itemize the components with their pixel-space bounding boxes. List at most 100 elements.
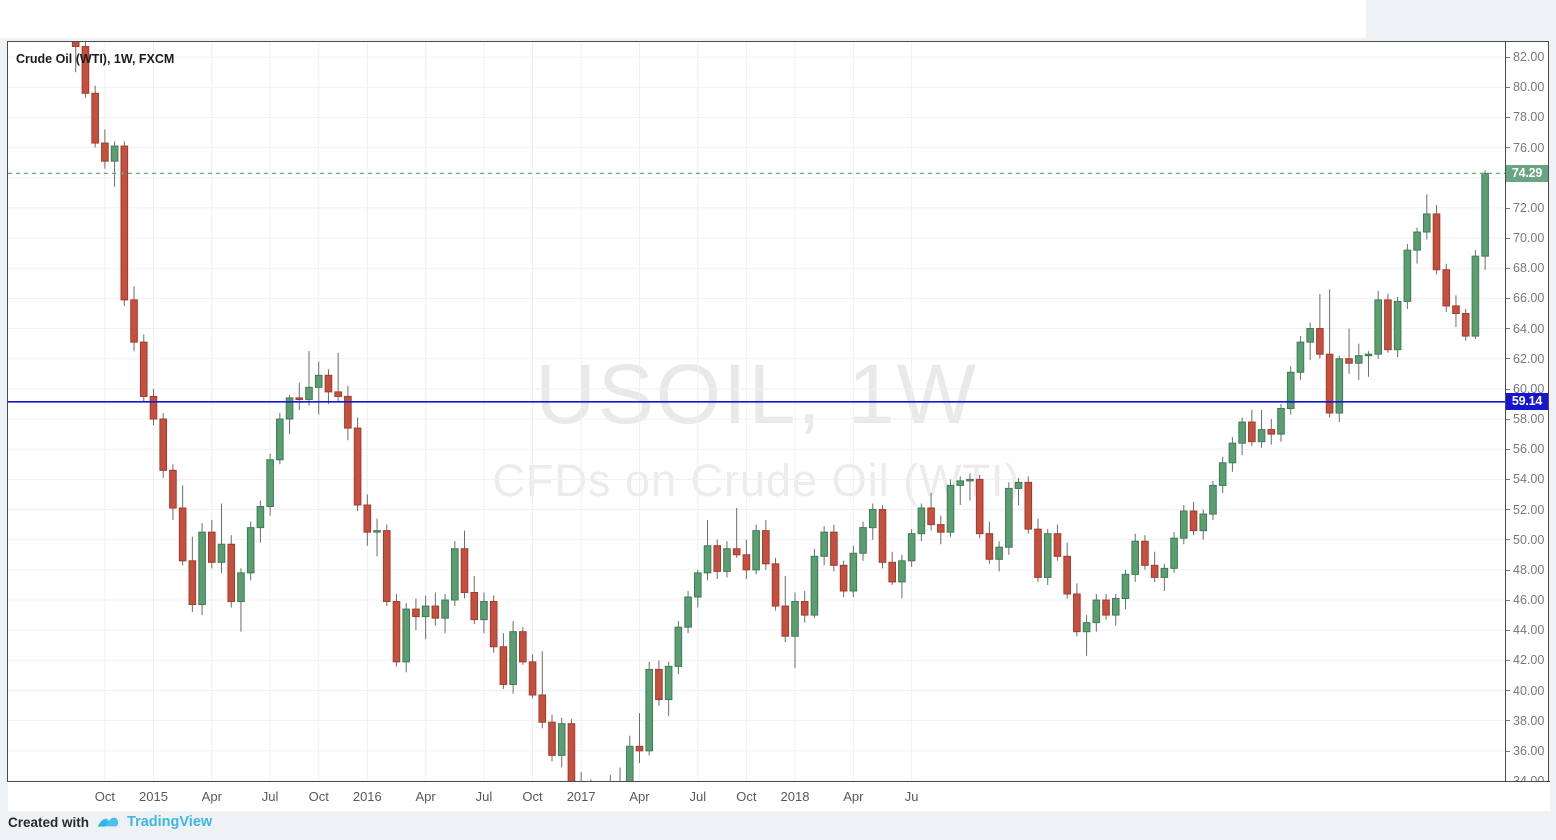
time-axis-tick-label: Apr — [843, 789, 864, 804]
price-axis-tick: 38.00 — [1506, 714, 1548, 728]
candle-body — [1238, 421, 1246, 444]
candle-body — [1160, 567, 1169, 578]
candle-body — [742, 554, 751, 571]
candle-body — [1248, 421, 1256, 443]
price-axis-tick: 60.00 — [1506, 382, 1548, 396]
price-axis-tick: 82.00 — [1506, 50, 1548, 64]
price-axis-tick-label: 44.00 — [1513, 623, 1545, 638]
candle-body — [655, 668, 663, 701]
candle-body — [276, 418, 284, 461]
time-axis-tick-label: Oct — [94, 789, 115, 804]
candle-body — [1150, 564, 1159, 578]
price-axis-tick: 42.00 — [1506, 653, 1548, 667]
price-axis-tick: 44.00 — [1506, 623, 1548, 637]
price-axis-tick: 78.00 — [1506, 110, 1548, 124]
price-axis-tick: 40.00 — [1506, 684, 1548, 698]
candle-body — [1218, 462, 1227, 486]
candle-body — [1393, 300, 1402, 351]
candle-body — [1345, 358, 1353, 364]
candle-body — [557, 723, 566, 756]
candle-body — [421, 605, 430, 618]
price-axis-tick-label: 58.00 — [1513, 412, 1545, 427]
candle-body — [1082, 622, 1091, 633]
candle-body — [1325, 353, 1334, 414]
chart-plot-pane[interactable]: USOIL, 1W CFDs on Crude Oil (WTI) Crude … — [8, 42, 1505, 781]
tick-dash — [1506, 56, 1510, 58]
price-axis-tick-label: 62.00 — [1513, 351, 1545, 366]
candle-body — [509, 631, 517, 685]
tick-dash — [1506, 509, 1510, 511]
candle-body — [810, 555, 819, 616]
candle-body — [1442, 269, 1451, 307]
candle-body — [159, 418, 167, 471]
price-axis-tick: 56.00 — [1506, 442, 1548, 456]
candle-body — [664, 665, 673, 701]
time-axis[interactable]: Oct 2015 Apr Jul Oct 2016 Apr Jul Oct 2017 Apr Jul O… — [8, 782, 1550, 811]
candle-body — [392, 601, 401, 663]
candle-body — [188, 560, 197, 606]
price-axis-tick: 76.00 — [1506, 141, 1548, 155]
candle-body — [460, 548, 469, 593]
candle-body — [139, 341, 148, 397]
candle-body — [791, 601, 799, 637]
candle-body — [548, 721, 556, 756]
chart-frame: USOIL, 1W CFDs on Crude Oil (WTI) Crude … — [7, 41, 1550, 811]
candle-body — [110, 145, 119, 162]
tick-dash — [1506, 448, 1510, 450]
candle-body — [1277, 407, 1285, 435]
candle-body — [499, 646, 508, 685]
candle-body — [169, 469, 177, 509]
price-axis-tick-label: 76.00 — [1513, 140, 1545, 155]
time-axis-tick-label: Apr — [629, 789, 650, 804]
candle-body — [120, 145, 129, 301]
candle-body — [1364, 353, 1373, 357]
candle-body — [635, 745, 644, 752]
price-axis-tick-label: 64.00 — [1513, 321, 1545, 336]
price-axis-tick-label: 40.00 — [1513, 683, 1545, 698]
candle-body — [800, 601, 809, 616]
price-axis-tick: 70.00 — [1506, 231, 1548, 245]
footer-attribution: Created with TradingView — [8, 810, 212, 834]
reference-price-badge[interactable]: 59.14 — [1506, 393, 1548, 411]
price-axis-tick: 54.00 — [1506, 472, 1548, 486]
candle-body — [1374, 299, 1383, 355]
candle-body — [625, 745, 634, 781]
candle-body — [1403, 249, 1412, 302]
candle-body — [684, 596, 692, 628]
candle-body — [1286, 371, 1295, 409]
price-axis-tick-label: 46.00 — [1513, 593, 1545, 608]
price-axis-tick-label: 78.00 — [1513, 110, 1545, 125]
candle-body — [820, 531, 828, 557]
price-axis-tick-label: 50.00 — [1513, 532, 1545, 547]
tick-dash — [1506, 629, 1510, 631]
candle-body — [295, 397, 304, 400]
candle-body — [1131, 540, 1140, 575]
candle-body — [1461, 312, 1470, 337]
candle-body — [198, 531, 206, 606]
last-price-badge[interactable]: 74.29 — [1506, 164, 1548, 182]
candle-body — [470, 591, 479, 621]
candle-body — [975, 478, 984, 535]
price-axis-tick-label: 66.00 — [1513, 291, 1545, 306]
tick-dash — [1506, 267, 1510, 269]
candle-body — [344, 395, 352, 429]
price-axis-tick: 48.00 — [1506, 563, 1548, 577]
candle-body — [71, 42, 80, 48]
price-scale[interactable]: 82.0080.0078.0076.0074.0072.0070.0068.00… — [1506, 42, 1548, 788]
candle-body — [1121, 573, 1130, 600]
time-axis-tick-label: Oct — [308, 789, 329, 804]
tick-dash — [1506, 660, 1510, 662]
candle-body — [130, 299, 138, 343]
price-axis-tick-label: 52.00 — [1513, 502, 1545, 517]
tick-dash — [1506, 750, 1510, 752]
tick-dash — [1506, 358, 1510, 360]
tick-dash — [1506, 388, 1510, 390]
candle-body — [1384, 299, 1392, 351]
candle-body — [937, 524, 945, 533]
price-axis-tick: 50.00 — [1506, 533, 1548, 547]
candle-body — [285, 397, 294, 420]
footer-brand-label[interactable]: TradingView — [127, 814, 213, 830]
candle-body — [1306, 328, 1314, 343]
time-axis-tick-label: Jul — [689, 789, 707, 804]
